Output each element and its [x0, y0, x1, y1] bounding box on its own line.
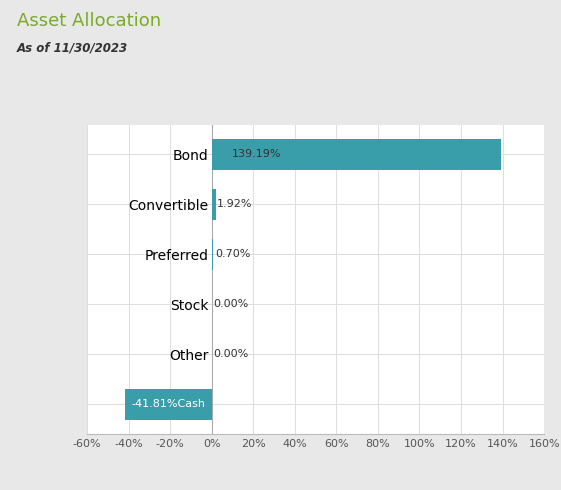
Bar — [211, 189, 215, 220]
Bar — [211, 239, 213, 270]
Bar — [125, 389, 211, 419]
Text: 0.70%: 0.70% — [215, 249, 250, 259]
Text: -41.81%Cash: -41.81%Cash — [131, 399, 205, 409]
Text: 0.00%: 0.00% — [213, 299, 249, 309]
Text: 1.92%: 1.92% — [217, 199, 253, 209]
Text: 139.19%: 139.19% — [232, 149, 282, 159]
Text: Asset Allocation: Asset Allocation — [17, 12, 161, 30]
Bar — [211, 139, 501, 170]
Text: 0.00%: 0.00% — [213, 349, 249, 359]
Text: As of 11/30/2023: As of 11/30/2023 — [17, 42, 128, 55]
